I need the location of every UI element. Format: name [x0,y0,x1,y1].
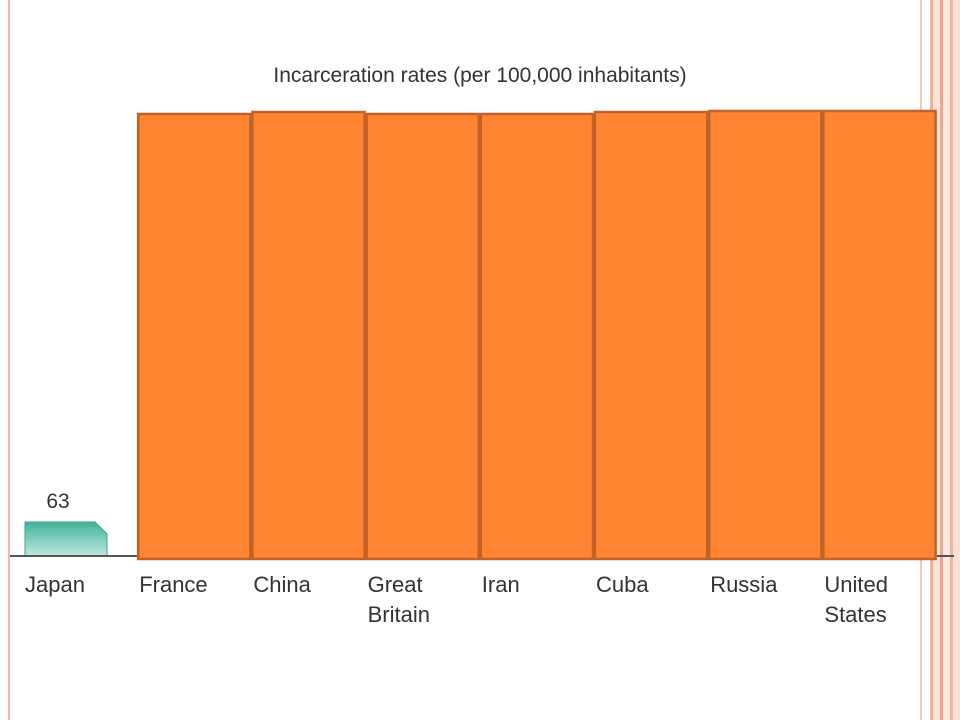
cover-box-iran [479,112,595,561]
x-tick-label-iran: Iran [482,572,520,597]
x-tick-label-united-states: United States [824,572,888,627]
incarceration-bar-chart: Incarceration rates (per 100,000 inhabit… [10,64,954,627]
cover-box-great-britain [365,112,481,561]
data-label-japan: 63 [46,490,69,513]
bar-japan [24,521,108,557]
x-tick-label-great-britain: Great Britain [368,572,430,627]
cover-box-russia [707,109,823,561]
x-tick-label-france: France [139,572,207,597]
cover-box-cuba [593,110,709,561]
chart-title: Incarceration rates (per 100,000 inhabit… [273,64,686,87]
x-tick-label-japan: Japan [25,572,85,597]
x-tick-label-russia: Russia [710,572,778,597]
slide-left-accent-line [8,0,10,720]
cover-box-united-states [822,109,937,561]
x-tick-label-cuba: Cuba [596,572,649,597]
cover-box-china [251,110,366,561]
cover-box-france [136,112,252,561]
x-tick-label-china: China [253,572,311,597]
